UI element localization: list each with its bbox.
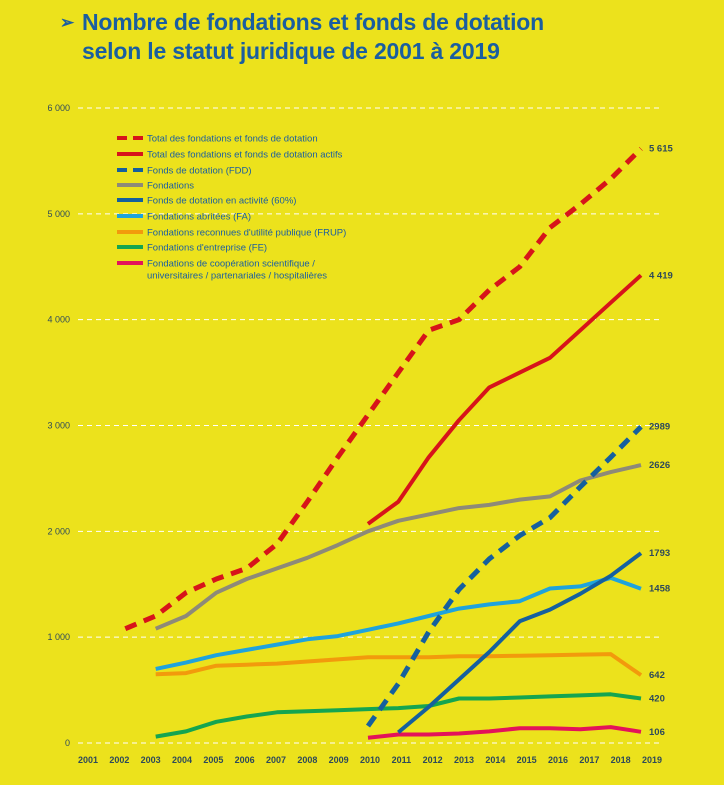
y-tick-label: 6 000 — [47, 103, 70, 113]
x-tick-label: 2009 — [329, 755, 349, 765]
legend-label: Total des fondations et fonds de dotatio… — [147, 134, 318, 145]
x-tick-label: 2010 — [360, 755, 380, 765]
end-value-label: 2626 — [649, 460, 670, 471]
x-tick-label: 2002 — [109, 755, 129, 765]
end-value-label: 420 — [649, 694, 665, 705]
end-value-label: 642 — [649, 670, 665, 681]
x-tick-label: 2011 — [392, 755, 412, 765]
legend-label: Fondations abritées (FA) — [147, 212, 251, 223]
x-tick-label: 2014 — [485, 755, 505, 765]
end-value-label: 106 — [649, 727, 665, 738]
series-line — [155, 575, 642, 671]
end-value-label: 5 615 — [649, 144, 673, 155]
end-value-label: 1793 — [649, 548, 670, 559]
x-tick-label: 2013 — [454, 755, 474, 765]
x-tick-label: 2004 — [172, 755, 192, 765]
y-tick-label: 4 000 — [47, 315, 70, 325]
series-line — [397, 551, 643, 734]
x-tick-label: 2017 — [579, 755, 599, 765]
chart-title: ➢ Nombre de fondations et fonds de dotati… — [60, 8, 544, 65]
legend-label: Total des fondations et fonds de dotatio… — [147, 150, 343, 161]
x-tick-label: 2008 — [297, 755, 317, 765]
x-tick-label: 2012 — [423, 755, 443, 765]
series-line — [365, 424, 643, 728]
legend-label: Fonds de dotation en activité (60%) — [147, 196, 296, 207]
legend-label: Fonds de dotation (FDD) — [147, 166, 252, 177]
x-tick-label: 2003 — [141, 755, 161, 765]
y-tick-label: 0 — [65, 738, 70, 748]
legend-label: Fondations reconnues d'utilité publique … — [147, 228, 346, 239]
end-value-label: 1458 — [649, 584, 670, 595]
legend-label: Fondations de coopération scientifique / — [147, 259, 315, 270]
legend-label: Fondations — [147, 181, 194, 192]
y-tick-label: 2 000 — [47, 526, 70, 536]
arrow-icon: ➢ — [60, 13, 75, 32]
end-value-label: 2989 — [649, 422, 670, 433]
series-line — [155, 652, 643, 677]
title-line-2: selon le statut juridique de 2001 à 2019 — [82, 38, 500, 64]
legend-label: universitaires / partenariales / hospita… — [147, 271, 327, 282]
title-line-1: Nombre de fondations et fonds de dotatio… — [82, 9, 545, 35]
x-tick-label: 2005 — [203, 755, 223, 765]
x-tick-label: 2007 — [266, 755, 286, 765]
series-line — [154, 463, 642, 631]
series-line — [124, 146, 643, 632]
x-tick-label: 2019 — [642, 755, 662, 765]
series-line — [366, 273, 643, 526]
x-tick-label: 2001 — [78, 755, 98, 765]
x-tick-label: 2015 — [517, 755, 537, 765]
series-line — [155, 692, 642, 739]
end-value-label: 4 419 — [649, 270, 673, 281]
series-line — [367, 725, 642, 740]
y-tick-label: 5 000 — [47, 209, 70, 219]
x-tick-label: 2018 — [611, 755, 631, 765]
x-tick-label: 2016 — [548, 755, 568, 765]
y-tick-label: 3 000 — [47, 421, 70, 431]
x-tick-label: 2006 — [235, 755, 255, 765]
legend-label: Fondations d'entreprise (FE) — [147, 243, 267, 254]
y-tick-label: 1 000 — [47, 632, 70, 642]
